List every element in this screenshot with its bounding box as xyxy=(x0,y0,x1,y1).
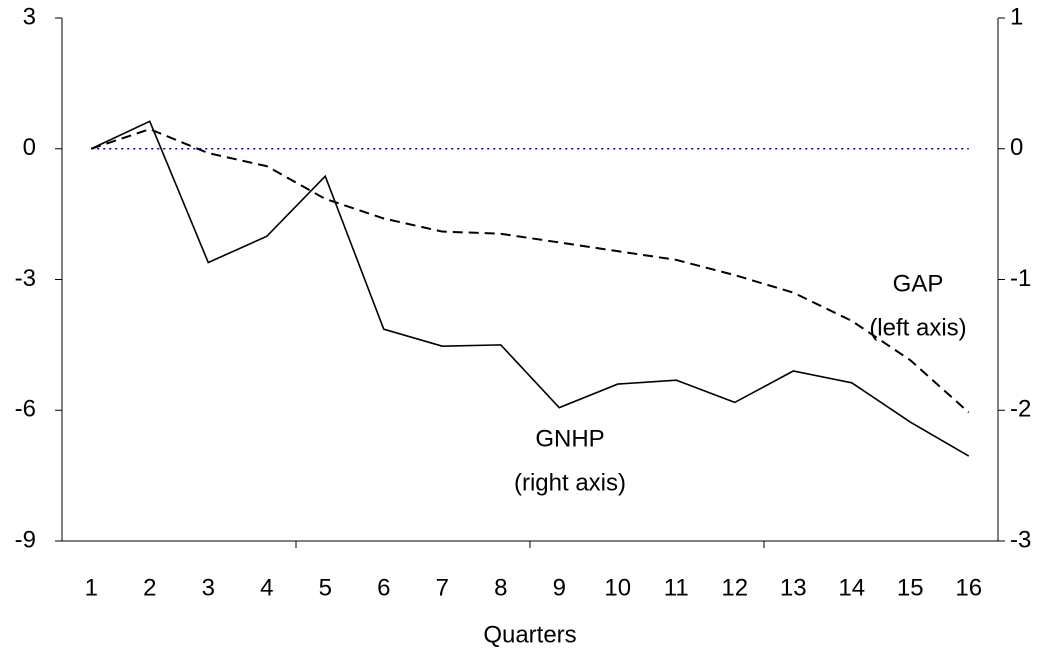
x-tick-label: 15 xyxy=(897,574,924,601)
y2-tick-label: -3 xyxy=(1010,526,1031,553)
x-tick-label: 16 xyxy=(955,574,982,601)
series-annotation: GNHP xyxy=(535,425,604,452)
y2-tick-label: -1 xyxy=(1010,265,1031,292)
x-tick-label: 12 xyxy=(721,574,748,601)
y2-tick-label: 0 xyxy=(1010,134,1023,161)
series-annotation: (left axis) xyxy=(869,314,966,341)
x-tick-label: 9 xyxy=(553,574,566,601)
y2-tick-label: -2 xyxy=(1010,396,1031,423)
series-annotation: (right axis) xyxy=(514,469,626,496)
x-tick-label: 7 xyxy=(436,574,449,601)
x-axis-label: Quarters xyxy=(483,621,576,648)
y-tick-label: -3 xyxy=(15,265,36,292)
y2-tick-label: 1 xyxy=(1010,3,1023,30)
y-tick-label: 3 xyxy=(23,3,36,30)
x-tick-label: 8 xyxy=(494,574,507,601)
x-tick-label: 10 xyxy=(604,574,631,601)
x-tick-label: 11 xyxy=(664,574,689,601)
series-line xyxy=(90,120,970,457)
y-tick-label: -6 xyxy=(15,396,36,423)
x-tick-label: 13 xyxy=(780,574,807,601)
series-line xyxy=(90,128,970,414)
x-tick-label: 1 xyxy=(85,574,98,601)
y-tick-label: -9 xyxy=(15,526,36,553)
x-tick-label: 14 xyxy=(838,574,865,601)
x-tick-label: 2 xyxy=(143,574,156,601)
x-tick-label: 4 xyxy=(260,574,273,601)
x-tick-label: 3 xyxy=(202,574,215,601)
x-tick-label: 6 xyxy=(377,574,390,601)
series-annotation: GAP xyxy=(893,270,944,297)
x-tick-label: 5 xyxy=(319,574,332,601)
y-tick-label: 0 xyxy=(23,134,36,161)
